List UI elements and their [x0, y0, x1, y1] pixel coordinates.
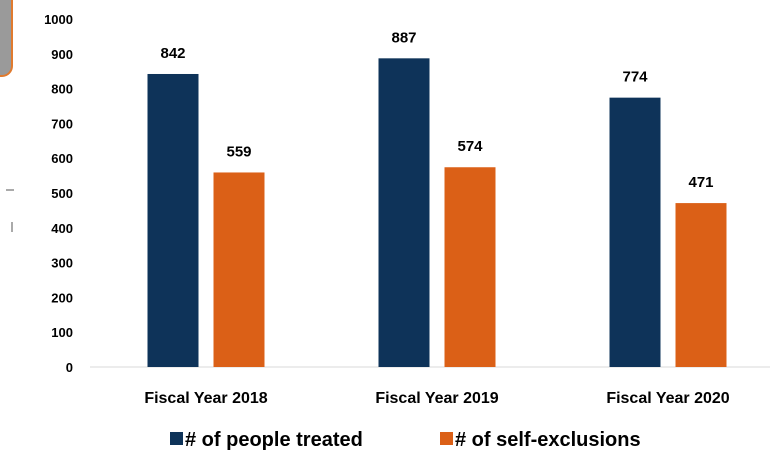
- y-tick-label: 1000: [44, 12, 73, 27]
- bar-self-exclusions: [213, 172, 265, 367]
- bar-self-exclusions: [444, 167, 496, 367]
- y-tick-label: 400: [51, 221, 73, 236]
- y-tick-label: 800: [51, 82, 73, 97]
- y-tick-label: 100: [51, 325, 73, 340]
- bar-people-treated: [609, 97, 661, 367]
- x-axis: Fiscal Year 2018 Fiscal Year 2019 Fiscal Y…: [144, 390, 729, 407]
- y-tick-label: 0: [66, 360, 73, 375]
- data-label: 774: [622, 69, 648, 86]
- x-category-label: Fiscal Year 2019: [375, 390, 498, 407]
- bar-people-treated: [147, 73, 199, 367]
- data-label: 574: [457, 138, 483, 155]
- data-label: 887: [391, 29, 416, 46]
- legend-label: # of people treated: [185, 429, 363, 451]
- x-category-label: Fiscal Year 2020: [606, 390, 729, 407]
- legend: # of people treated # of self-exclusions: [170, 429, 641, 451]
- y-tick-label: 500: [51, 186, 73, 201]
- bar-people-treated: [378, 58, 430, 367]
- x-category-label: Fiscal Year 2018: [144, 390, 267, 407]
- bars-group: 842 559 887 574 774 471: [147, 29, 727, 367]
- y-tick-label: 300: [51, 256, 73, 271]
- bar-self-exclusions: [675, 203, 727, 367]
- legend-swatch: [440, 432, 453, 445]
- y-axis: 0 100 200 300 400 500 600 700 800 900 1000: [44, 12, 73, 375]
- y-tick-label: 900: [51, 47, 73, 62]
- data-label: 842: [160, 45, 185, 62]
- legend-label: # of self-exclusions: [455, 429, 641, 451]
- cropped-callout-shape: [0, 0, 13, 77]
- y-tick-label: 200: [51, 290, 73, 305]
- data-label: 471: [688, 174, 713, 191]
- y-tick-label: 700: [51, 116, 73, 131]
- legend-swatch: [170, 432, 183, 445]
- y-tick-label: 600: [51, 151, 73, 166]
- data-label: 559: [226, 143, 251, 160]
